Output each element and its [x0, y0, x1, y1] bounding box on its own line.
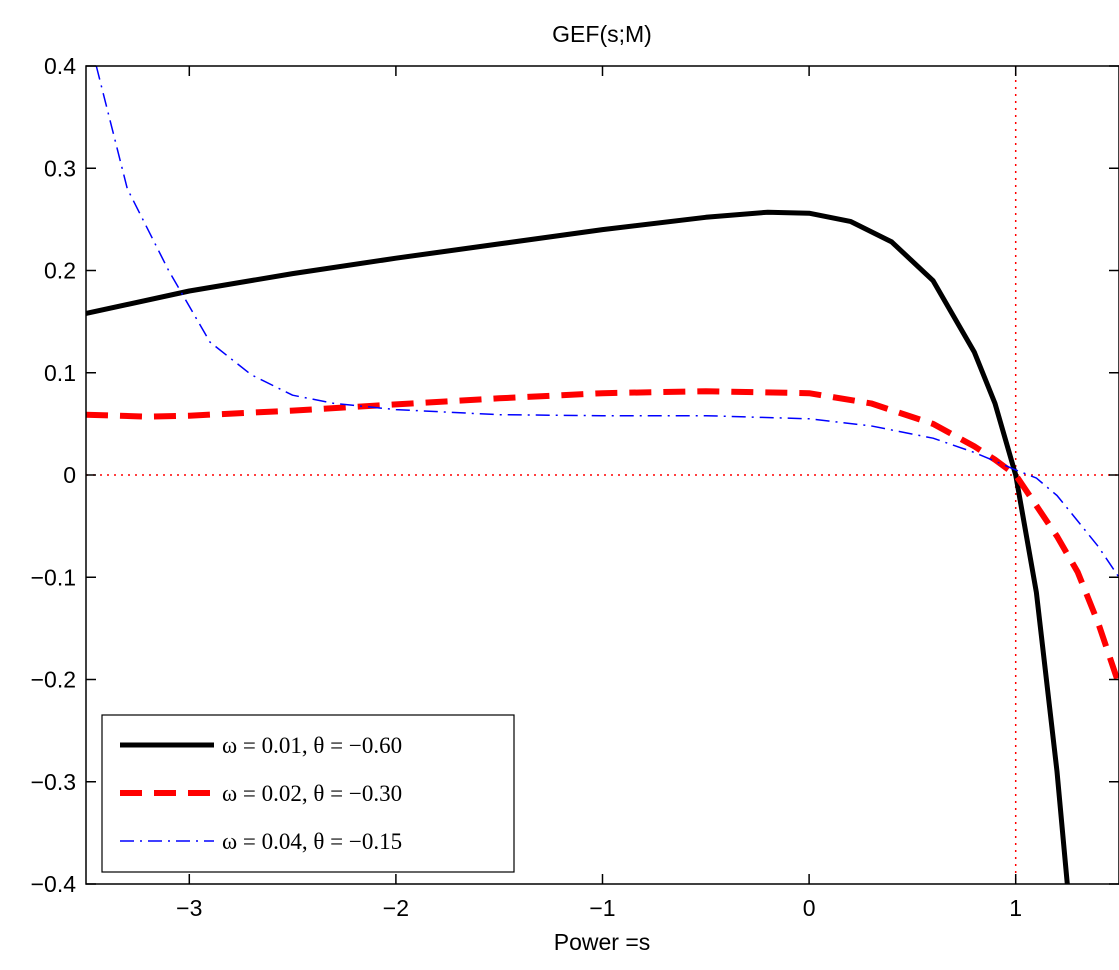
series-line-0: [86, 209, 1070, 884]
y-tick-label: 0.3: [44, 155, 76, 181]
y-tick-label: 0.1: [44, 360, 76, 386]
y-tick-label: −0.1: [31, 564, 76, 590]
x-tick-label: −2: [383, 895, 409, 921]
series-line-2: [95, 66, 1119, 578]
y-tick-label: −0.4: [31, 871, 77, 897]
legend: ω = 0.01, θ = −0.60 ω = 0.02, θ = −0.30 ω …: [101, 714, 515, 873]
x-tick-label: −1: [589, 895, 615, 921]
y-tick-label: 0: [63, 462, 76, 488]
x-tick-label: −3: [176, 895, 202, 921]
y-tick-label: −0.3: [31, 769, 76, 795]
legend-label-2: ω = 0.04, θ = −0.15: [222, 829, 402, 854]
series-line-1: [86, 388, 1119, 686]
legend-label-0: ω = 0.01, θ = −0.60: [222, 733, 402, 758]
chart-title: GEF(s;M): [552, 21, 652, 47]
x-tick-label: 0: [803, 895, 816, 921]
y-tick-label: 0.2: [44, 258, 76, 284]
y-tick-label: 0.4: [44, 53, 76, 79]
x-axis-label: Power =s: [554, 929, 651, 955]
y-tick-label: −0.2: [31, 667, 76, 693]
x-tick-label: 1: [1009, 895, 1022, 921]
legend-label-1: ω = 0.02, θ = −0.30: [222, 781, 402, 806]
